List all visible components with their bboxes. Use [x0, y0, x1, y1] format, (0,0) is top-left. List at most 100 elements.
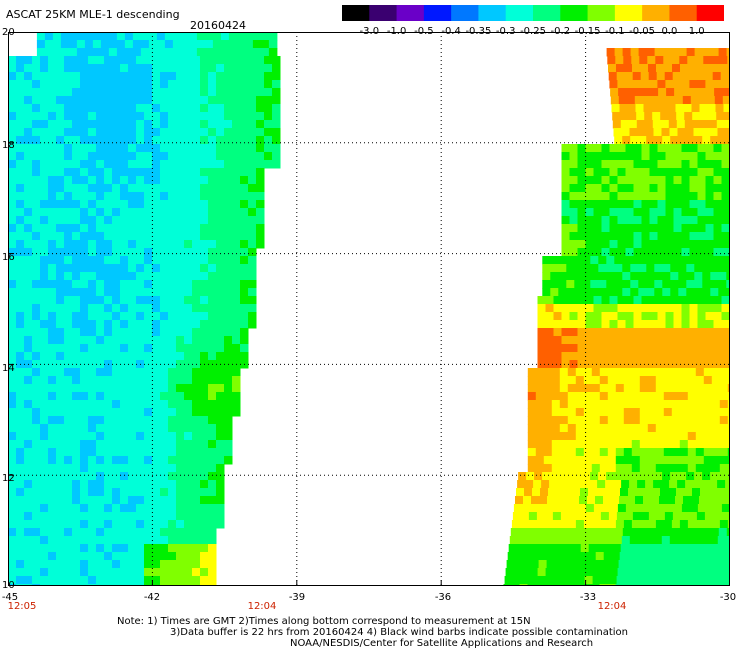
data-cell — [176, 272, 185, 281]
data-cell — [24, 448, 33, 457]
data-cell — [24, 120, 33, 129]
data-cell — [56, 176, 65, 185]
data-cell — [48, 64, 57, 73]
data-cell — [678, 288, 687, 297]
data-cell — [216, 200, 225, 209]
data-cell — [224, 448, 233, 457]
data-cell — [112, 104, 121, 113]
data-cell — [652, 488, 661, 497]
data-cell — [160, 224, 169, 233]
data-cell — [52, 32, 62, 41]
data-cell — [168, 504, 177, 513]
data-cell — [575, 392, 585, 401]
data-cell — [240, 224, 249, 233]
data-cell — [710, 264, 719, 273]
data-cell — [264, 96, 273, 105]
data-cell — [168, 488, 177, 497]
data-cell — [88, 480, 97, 489]
data-cell — [56, 264, 65, 273]
data-cell — [112, 376, 121, 385]
data-cell — [689, 504, 699, 513]
data-cell — [577, 232, 586, 241]
data-cell — [633, 248, 642, 257]
data-cell — [184, 144, 193, 153]
data-cell — [657, 304, 666, 313]
data-cell — [681, 248, 690, 257]
data-cell — [256, 128, 265, 137]
data-cell — [192, 96, 201, 105]
data-cell — [711, 448, 721, 457]
data-cell — [593, 192, 602, 201]
data-cell — [200, 80, 209, 89]
data-cell — [560, 512, 570, 521]
data-cell — [80, 568, 89, 577]
data-cell — [144, 544, 153, 553]
data-cell — [577, 504, 587, 513]
data-cell — [80, 152, 89, 161]
data-cell — [8, 488, 17, 497]
data-cell — [128, 256, 137, 265]
data-cell — [112, 224, 121, 233]
data-cell — [721, 232, 730, 241]
data-cell — [56, 88, 65, 97]
data-cell — [16, 104, 25, 113]
data-cell — [681, 240, 690, 249]
data-cell — [657, 200, 666, 209]
data-cell — [256, 176, 265, 185]
data-cell — [104, 544, 113, 553]
data-cell — [56, 576, 65, 585]
data-cell — [176, 288, 185, 297]
data-cell — [240, 304, 249, 313]
data-cell — [8, 104, 17, 113]
data-cell — [120, 520, 129, 529]
data-cell — [8, 56, 17, 65]
data-cell — [561, 160, 570, 169]
data-cell — [689, 232, 698, 241]
data-cell — [545, 296, 554, 305]
data-cell — [40, 368, 49, 377]
data-cell — [56, 248, 65, 257]
data-cell — [192, 256, 201, 265]
data-cell — [24, 280, 33, 289]
data-cell — [232, 144, 241, 153]
data-cell — [601, 320, 610, 329]
y-tick-10: 10 — [2, 580, 15, 591]
data-cell — [671, 464, 681, 473]
data-cell — [657, 144, 666, 153]
data-cell — [671, 440, 681, 449]
data-cell — [200, 184, 209, 193]
data-cell — [216, 424, 225, 433]
data-cell — [104, 512, 113, 521]
data-cell — [64, 168, 73, 177]
data-cell — [624, 576, 634, 585]
data-cell — [56, 280, 65, 289]
data-cell — [703, 432, 713, 441]
data-cell — [584, 512, 594, 521]
data-cell — [88, 456, 97, 465]
wind-map[interactable] — [8, 32, 730, 586]
data-cell — [48, 272, 57, 281]
data-cell — [128, 568, 137, 577]
data-cell — [654, 48, 664, 57]
data-cell — [721, 320, 730, 329]
data-cell — [96, 520, 105, 529]
data-cell — [176, 392, 185, 401]
data-cell — [120, 304, 129, 313]
time-label-right: 12:04 — [597, 601, 627, 612]
data-cell — [569, 304, 578, 313]
data-cell — [220, 40, 230, 49]
data-cell — [678, 136, 687, 145]
data-cell — [192, 344, 201, 353]
data-cell — [256, 192, 265, 201]
data-cell — [104, 392, 113, 401]
data-cell — [216, 400, 225, 409]
data-cell — [726, 528, 730, 537]
data-cell — [601, 248, 610, 257]
data-cell — [557, 536, 567, 545]
data-cell — [641, 344, 650, 353]
data-cell — [32, 176, 41, 185]
data-cell — [557, 480, 566, 489]
data-cell — [638, 280, 647, 289]
data-cell — [160, 400, 169, 409]
data-cell — [120, 368, 129, 377]
